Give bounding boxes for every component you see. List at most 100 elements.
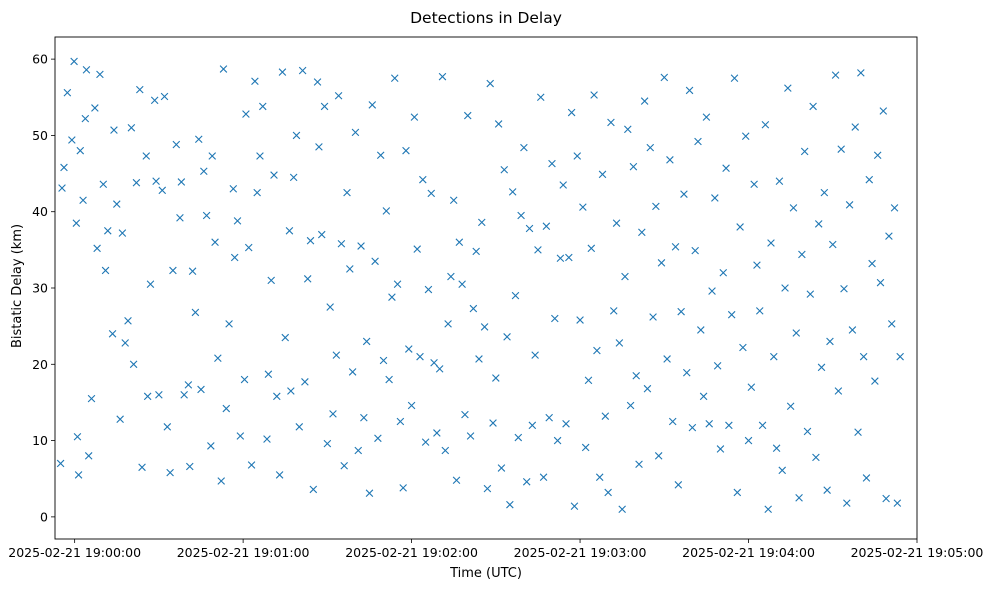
data-point-marker xyxy=(497,464,506,472)
data-point-marker xyxy=(612,219,621,227)
data-point-marker xyxy=(587,244,596,253)
data-point-marker xyxy=(191,308,200,317)
data-point-marker xyxy=(287,387,295,395)
data-point-marker xyxy=(643,384,652,393)
data-point-marker xyxy=(430,358,438,367)
data-point-marker xyxy=(691,246,699,255)
data-point-marker xyxy=(118,229,127,237)
data-point-marker xyxy=(739,343,747,352)
data-point-marker xyxy=(158,186,167,195)
data-point-marker xyxy=(654,452,663,460)
data-point-marker xyxy=(93,244,101,253)
data-point-marker xyxy=(590,91,598,99)
x-axis: 2025-02-21 19:00:00 2025-02-21 19:01:00 20… xyxy=(8,539,983,560)
data-point-marker xyxy=(99,180,108,189)
data-point-marker xyxy=(348,368,357,376)
y-tick-label: 0 xyxy=(40,509,48,524)
data-point-marker xyxy=(772,444,781,453)
data-point-marker xyxy=(421,438,430,446)
data-point-marker xyxy=(536,93,545,102)
data-point-marker xyxy=(663,355,671,363)
data-point-marker xyxy=(638,228,646,237)
data-point-marker xyxy=(329,410,337,418)
data-point-marker xyxy=(73,432,82,441)
data-point-marker xyxy=(764,505,772,514)
data-point-marker xyxy=(225,320,233,328)
data-point-marker xyxy=(371,257,379,266)
data-point-marker xyxy=(244,243,253,252)
x-tick-label: 2025-02-21 19:02:00 xyxy=(345,545,478,560)
data-point-marker xyxy=(697,326,705,334)
data-point-marker xyxy=(58,184,66,192)
data-point-marker xyxy=(514,433,523,442)
x-tick-label: 2025-02-21 19:04:00 xyxy=(682,545,815,560)
chart-title: Detections in Delay xyxy=(410,9,562,27)
data-point-marker xyxy=(542,222,551,230)
data-point-marker xyxy=(840,284,848,293)
data-point-marker xyxy=(242,110,250,118)
data-point-marker xyxy=(795,494,803,502)
data-point-marker xyxy=(416,352,424,361)
data-point-marker xyxy=(890,204,899,212)
data-point-marker xyxy=(593,346,601,355)
data-point-marker xyxy=(882,494,890,503)
data-point-marker xyxy=(520,143,528,152)
data-point-marker xyxy=(508,188,517,196)
data-point-marker xyxy=(837,145,845,153)
data-point-marker xyxy=(598,170,607,179)
data-point-marker xyxy=(251,77,259,86)
data-point-marker xyxy=(865,175,874,184)
data-point-marker xyxy=(176,214,184,222)
data-point-marker xyxy=(551,314,559,323)
data-point-marker xyxy=(127,123,136,132)
data-point-marker xyxy=(845,201,854,209)
data-point-marker xyxy=(475,355,483,363)
data-point-marker xyxy=(755,307,764,315)
data-point-marker xyxy=(503,333,511,341)
data-point-marker xyxy=(657,259,666,267)
y-tick-label: 40 xyxy=(32,204,48,219)
data-point-marker xyxy=(368,101,377,109)
data-point-marker xyxy=(573,152,582,160)
data-point-marker xyxy=(163,423,172,431)
data-point-marker xyxy=(489,419,497,427)
data-point-marker xyxy=(525,224,534,233)
data-point-marker xyxy=(362,337,371,346)
data-point-marker xyxy=(70,57,78,66)
data-point-marker xyxy=(828,240,837,249)
data-point-marker xyxy=(273,392,281,401)
data-point-marker xyxy=(682,368,691,377)
data-point-marker xyxy=(699,392,708,401)
data-point-marker xyxy=(292,131,301,140)
data-point-marker xyxy=(781,284,789,292)
data-point-marker xyxy=(621,272,629,281)
data-point-marker xyxy=(727,310,736,319)
data-point-marker xyxy=(584,376,593,385)
y-tick-label: 30 xyxy=(32,281,48,296)
data-point-marker xyxy=(893,499,902,507)
data-point-marker xyxy=(110,126,118,134)
data-point-marker xyxy=(449,196,458,205)
data-point-marker xyxy=(247,461,256,469)
data-point-marker xyxy=(480,323,489,331)
data-point-marker xyxy=(601,412,610,420)
data-point-marker xyxy=(506,500,514,509)
data-point-marker xyxy=(155,391,163,399)
data-point-marker xyxy=(548,159,556,168)
data-point-marker xyxy=(458,280,466,288)
data-point-marker xyxy=(413,245,421,253)
data-point-marker xyxy=(306,236,315,245)
data-point-marker xyxy=(229,185,238,193)
data-point-marker xyxy=(730,74,739,82)
data-point-marker xyxy=(84,452,93,460)
data-point-marker xyxy=(138,463,146,472)
plot-area: 2025-02-21 19:00:00 2025-02-21 19:01:00 20… xyxy=(8,36,983,560)
data-point-marker xyxy=(354,446,363,455)
data-point-marker xyxy=(207,442,215,450)
data-point-marker xyxy=(604,488,612,497)
data-point-marker xyxy=(534,246,542,254)
data-point-marker xyxy=(809,102,817,111)
data-point-marker xyxy=(770,352,778,361)
